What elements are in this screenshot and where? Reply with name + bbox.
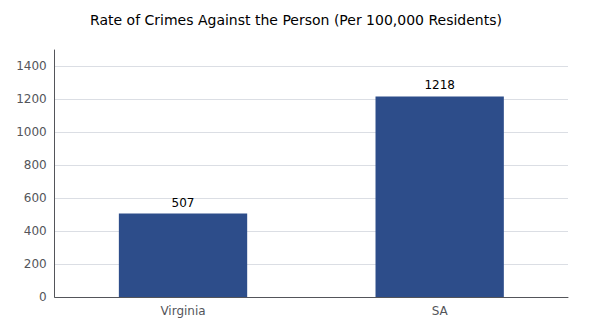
svg-text:1000: 1000 <box>16 125 47 139</box>
svg-text:1400: 1400 <box>16 59 47 73</box>
svg-text:1200: 1200 <box>16 92 47 106</box>
svg-text:507: 507 <box>172 196 195 210</box>
svg-text:800: 800 <box>24 158 47 172</box>
svg-text:1218: 1218 <box>424 78 455 92</box>
svg-text:400: 400 <box>24 224 47 238</box>
svg-text:Rate of Crimes Against the Per: Rate of Crimes Against the Person (Per 1… <box>90 12 502 28</box>
svg-text:200: 200 <box>24 257 47 271</box>
svg-text:SA: SA <box>432 304 449 318</box>
svg-text:Virginia: Virginia <box>160 304 205 318</box>
svg-text:600: 600 <box>24 191 47 205</box>
svg-text:0: 0 <box>39 290 47 304</box>
